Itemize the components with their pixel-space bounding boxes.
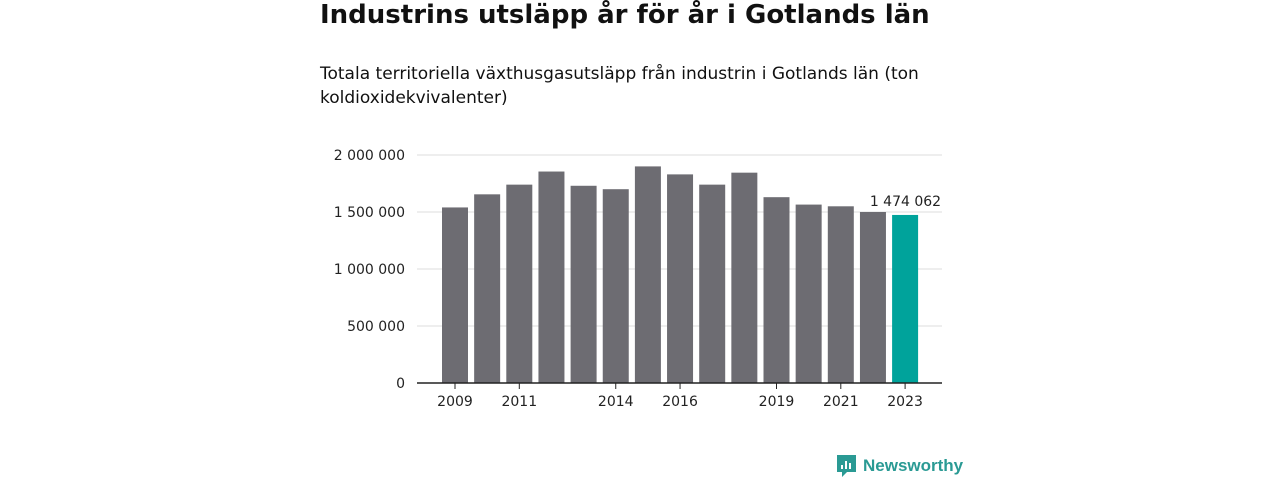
- x-tick-label: 2011: [501, 394, 537, 410]
- bar-2013: [570, 185, 597, 383]
- x-tick-label: 2009: [437, 394, 473, 410]
- bar-2010: [474, 194, 501, 383]
- x-axis-ticks: [454, 383, 906, 389]
- y-tick-label: 0: [396, 376, 405, 392]
- y-tick-label: 500 000: [347, 319, 405, 335]
- bar-2020: [795, 204, 822, 383]
- bar-2011: [506, 184, 533, 383]
- bar-2016: [667, 174, 694, 383]
- x-tick-label: 2019: [759, 394, 795, 410]
- y-axis-labels: 0 500 000 1 000 000 1 500 000 2 000 000: [334, 148, 405, 392]
- bars: [442, 166, 919, 383]
- bar-2015: [634, 166, 661, 383]
- x-axis-labels: 2009 2011 2014 2016 2019 2021 2023: [437, 394, 923, 410]
- x-tick-label: 2016: [662, 394, 698, 410]
- bar-2021: [827, 206, 854, 383]
- newsworthy-logo-icon: [837, 455, 856, 477]
- chart-title: Industrins utsläpp år för år i Gotlands …: [320, 0, 930, 30]
- bar-2019: [763, 197, 790, 383]
- x-tick-label: 2021: [823, 394, 859, 410]
- y-tick-label: 1 000 000: [334, 262, 405, 278]
- bar-2017: [699, 184, 726, 383]
- bar-2018: [731, 172, 758, 383]
- brand-logo: Newsworthy: [836, 454, 963, 478]
- bar-2022: [859, 212, 886, 383]
- bar-2023: [892, 214, 919, 383]
- bar-2014: [602, 189, 629, 383]
- bar-2009: [442, 207, 468, 383]
- x-tick-label: 2014: [598, 394, 634, 410]
- y-tick-label: 2 000 000: [334, 148, 405, 164]
- chart-subtitle: Totala territoriella växthusgasutsläpp f…: [320, 64, 919, 108]
- bar-2012: [538, 171, 565, 383]
- x-tick-label: 2023: [887, 394, 923, 410]
- brand-name: Newsworthy: [863, 456, 964, 475]
- bar-value-annotation: 1 474 062: [870, 194, 941, 210]
- y-tick-label: 1 500 000: [334, 205, 405, 221]
